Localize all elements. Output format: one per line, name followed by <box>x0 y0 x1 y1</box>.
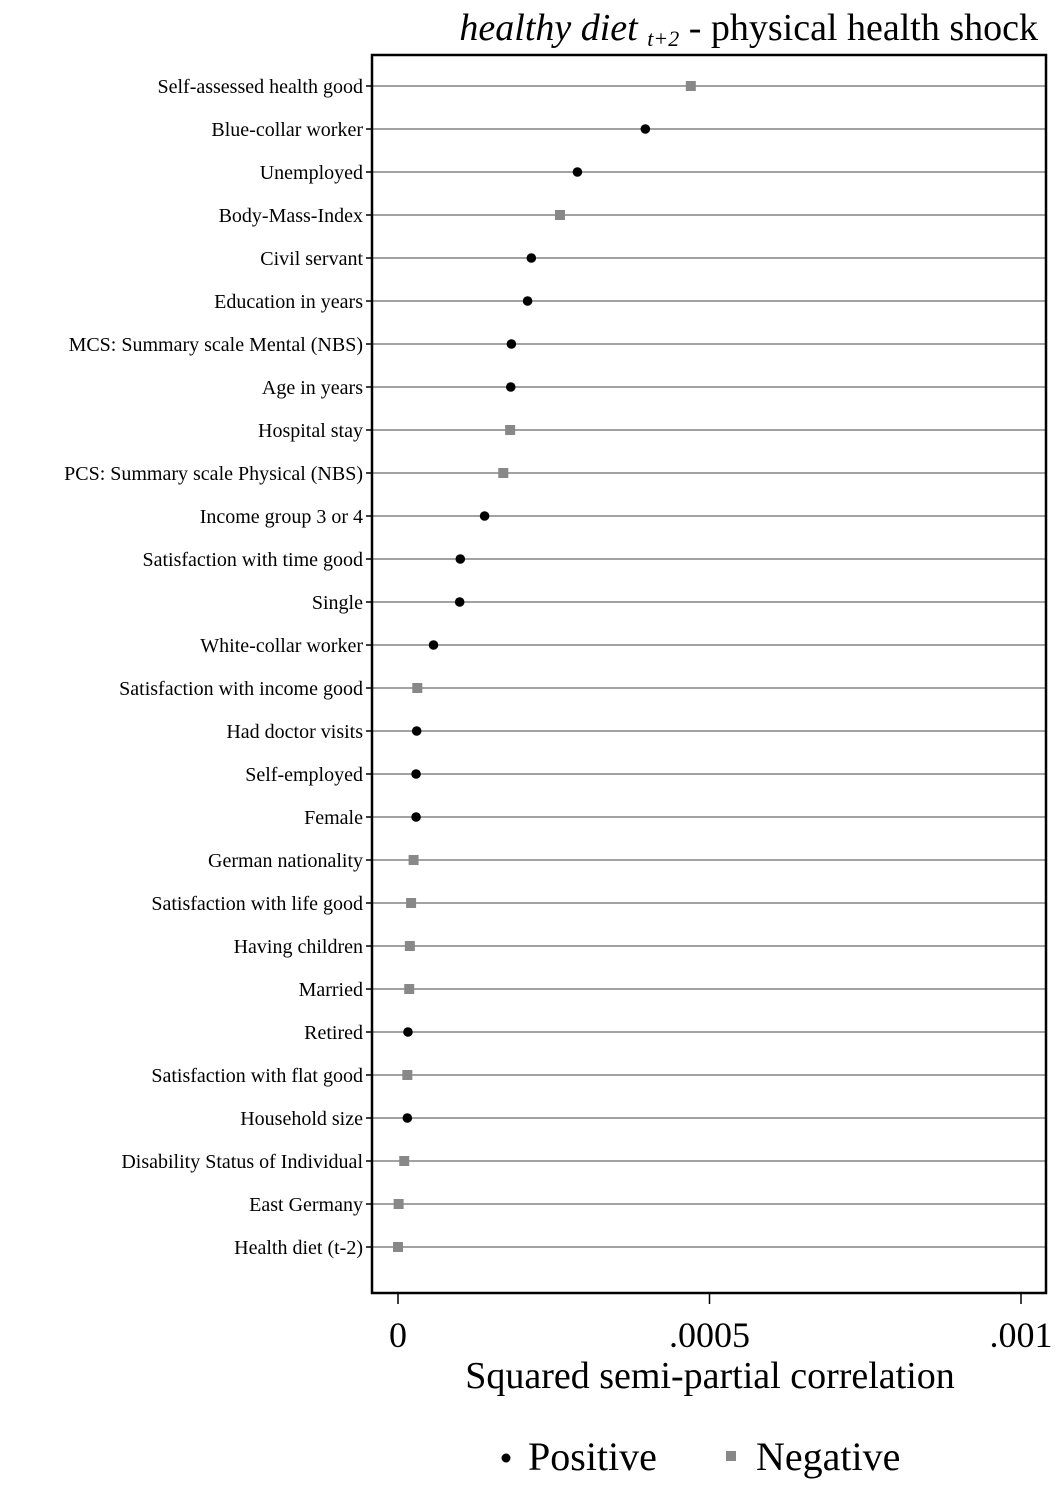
category-label-self-assessed-health-good: Self-assessed health good <box>157 76 363 98</box>
legend-positive-marker <box>501 1453 511 1463</box>
category-label-disability-status-of-individual: Disability Status of Individual <box>121 1151 363 1173</box>
legend: Positive Negative <box>501 1434 900 1479</box>
category-label-self-employed: Self-employed <box>245 764 363 786</box>
point-negative-married <box>404 984 415 994</box>
x-axis-ticks: 0 .0005 .001 <box>389 1293 1053 1355</box>
point-positive-unemployed <box>572 167 583 177</box>
point-positive-retired <box>403 1027 413 1037</box>
point-negative-health-diet-t-2 <box>393 1242 403 1252</box>
category-label-age-in-years: Age in years <box>262 377 363 399</box>
category-label-unemployed: Unemployed <box>260 162 363 184</box>
point-positive-white-collar-worker <box>428 640 439 650</box>
category-label-hospital-stay: Hospital stay <box>258 420 363 442</box>
category-label-health-diet-t-2: Health diet (t-2) <box>234 1237 363 1259</box>
point-positive-had-doctor-visits <box>411 726 422 736</box>
point-negative-body-mass-index <box>554 210 565 220</box>
legend-negative-label: Negative <box>756 1434 900 1479</box>
point-negative-pcs-summary-scale-physical-nbs <box>498 468 509 478</box>
x-axis-title: Squared semi-partial correlation <box>465 1355 955 1397</box>
data-marks <box>393 81 696 1252</box>
category-label-satisfaction-with-life-good: Satisfaction with life good <box>151 893 363 915</box>
grid-lines <box>366 85 1046 1248</box>
category-label-mcs-summary-scale-mental-nbs: MCS: Summary scale Mental (NBS) <box>69 334 363 356</box>
point-negative-east-germany <box>393 1199 404 1209</box>
chart-title: healthy diet t+2 - physical health shock <box>459 7 1038 55</box>
point-positive-female <box>411 812 421 822</box>
point-positive-mcs-summary-scale-mental-nbs <box>506 339 517 349</box>
point-positive-satisfaction-with-time-good <box>455 554 466 564</box>
legend-positive-label: Positive <box>528 1434 657 1479</box>
category-label-married: Married <box>299 979 363 1001</box>
chart-title-subscript: t+2 <box>647 26 679 51</box>
category-label-civil-servant: Civil servant <box>260 248 363 270</box>
category-label-education-in-years: Education in years <box>214 291 363 313</box>
category-label-satisfaction-with-time-good: Satisfaction with time good <box>142 549 363 571</box>
category-label-east-germany: East Germany <box>249 1194 363 1216</box>
category-labels: Self-assessed health good Blue-collar wor… <box>64 76 363 1259</box>
category-label-german-nationality: German nationality <box>208 850 363 872</box>
point-positive-income-group-3-or-4 <box>479 511 490 521</box>
x-tick-label-0005: .0005 <box>669 1315 750 1355</box>
point-positive-single <box>454 597 465 607</box>
point-negative-having-children <box>404 941 415 951</box>
category-label-satisfaction-with-income-good: Satisfaction with income good <box>119 678 363 700</box>
category-label-white-collar-worker: White-collar worker <box>200 635 363 657</box>
point-negative-satisfaction-with-income-good <box>412 683 423 693</box>
category-label-single: Single <box>312 592 363 614</box>
point-negative-disability-status-of-individual <box>399 1156 410 1166</box>
point-negative-self-assessed-health-good <box>685 81 696 91</box>
category-label-pcs-summary-scale-physical-nbs: PCS: Summary scale Physical (NBS) <box>64 463 363 485</box>
point-positive-self-employed <box>411 769 421 779</box>
legend-negative-marker <box>726 1451 736 1461</box>
category-label-retired: Retired <box>304 1022 363 1044</box>
point-positive-education-in-years <box>522 296 533 306</box>
category-label-female: Female <box>304 807 363 829</box>
point-negative-hospital-stay <box>505 425 516 435</box>
point-negative-german-nationality <box>408 855 419 865</box>
category-label-blue-collar-worker: Blue-collar worker <box>211 119 363 141</box>
plot-frame <box>370 53 1048 1295</box>
point-positive-age-in-years <box>505 382 516 392</box>
category-label-body-mass-index: Body-Mass-Index <box>219 205 363 227</box>
category-label-had-doctor-visits: Had doctor visits <box>226 721 363 743</box>
x-tick-label-001: .001 <box>990 1315 1053 1355</box>
point-negative-satisfaction-with-flat-good <box>402 1070 413 1080</box>
category-label-satisfaction-with-flat-good: Satisfaction with flat good <box>151 1065 363 1087</box>
category-label-income-group-3-or-4: Income group 3 or 4 <box>200 506 363 528</box>
category-label-household-size: Household size <box>240 1108 363 1130</box>
point-negative-satisfaction-with-life-good <box>406 898 417 908</box>
point-positive-household-size <box>402 1113 413 1123</box>
point-positive-civil-servant <box>526 253 537 263</box>
category-label-having-children: Having children <box>234 936 363 958</box>
point-positive-blue-collar-worker <box>640 124 651 134</box>
chart-title-italic: healthy diet <box>459 7 639 49</box>
x-tick-label-0: 0 <box>389 1315 407 1355</box>
chart-title-rest: - physical health shock <box>689 7 1038 49</box>
